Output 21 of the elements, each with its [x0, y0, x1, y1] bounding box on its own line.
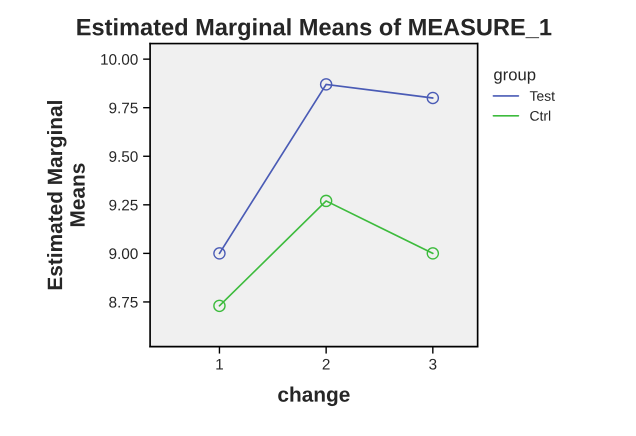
y-tick-label: 10.00	[101, 54, 138, 65]
x-axis-title: change	[278, 386, 350, 406]
point	[320, 78, 332, 91]
y-tick-label: 9.00	[109, 248, 138, 260]
point	[426, 247, 440, 260]
legend-label: Test	[530, 91, 555, 101]
x-tick-label: 1	[216, 358, 223, 370]
point	[426, 92, 440, 104]
y-tick-label: 8.75	[109, 296, 138, 308]
legend-title: group	[494, 71, 536, 84]
y-tick-label: 9.75	[109, 102, 138, 114]
y-tick-label: 9.25	[109, 200, 138, 211]
point	[213, 300, 226, 312]
legend-label: Ctrl	[530, 110, 550, 121]
chart-title: Estimated Marginal Means of MEASURE_1	[77, 18, 552, 40]
y-tick-label: 9.50	[109, 151, 138, 162]
point	[320, 194, 332, 208]
y-axis-title: Estimated Marginal Means	[47, 101, 85, 290]
x-tick-label: 3	[429, 358, 436, 370]
point	[213, 247, 226, 260]
x-tick-label: 2	[322, 358, 330, 370]
